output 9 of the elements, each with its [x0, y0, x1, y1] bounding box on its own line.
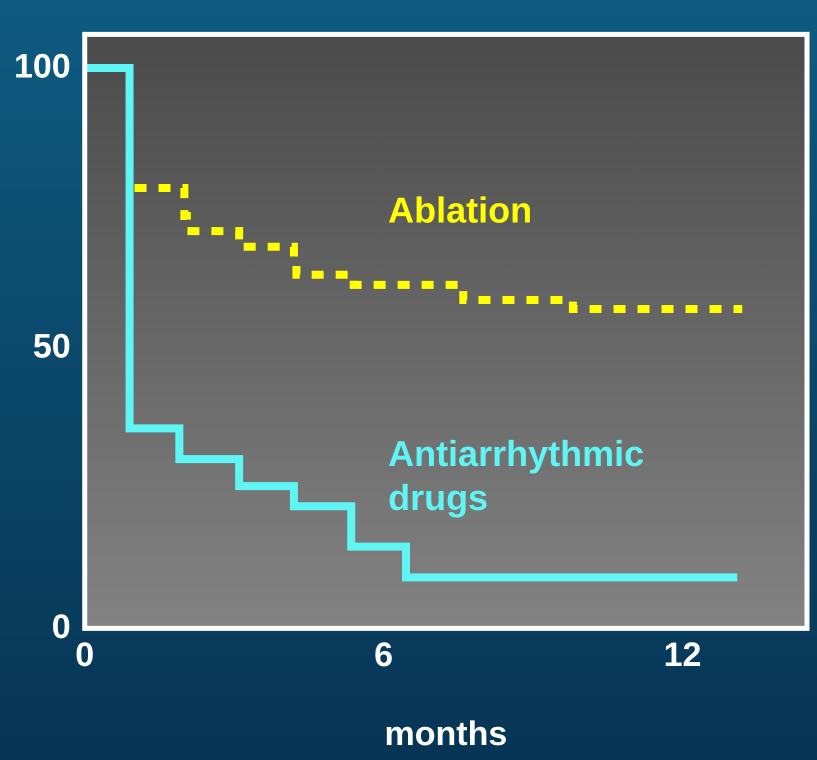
x-tick-label: 6 — [374, 636, 394, 674]
x-tick-label: 12 — [664, 636, 702, 674]
x-axis-title: months — [384, 714, 508, 753]
series-label: Antiarrhythmic drugs — [388, 433, 644, 518]
y-tick-label: 50 — [32, 328, 71, 366]
series-label: Ablation — [388, 190, 532, 231]
y-tick-label: 0 — [52, 608, 71, 646]
x-tick-label: 0 — [75, 636, 94, 674]
y-tick-label: 100 — [14, 47, 71, 86]
